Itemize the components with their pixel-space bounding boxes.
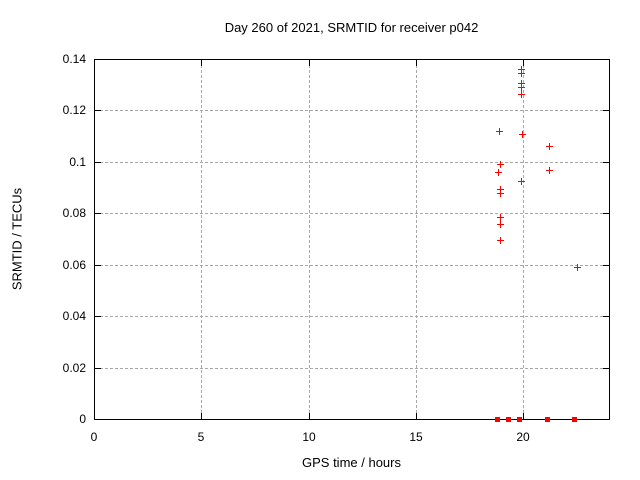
data-point-plus bbox=[497, 237, 504, 244]
plus-marker-bar bbox=[521, 84, 522, 91]
x-gridline bbox=[201, 60, 202, 418]
x-tick-label: 5 bbox=[197, 430, 205, 444]
data-point-plus bbox=[497, 186, 504, 193]
plus-marker-bar bbox=[500, 237, 501, 244]
x-tick-top bbox=[94, 60, 95, 66]
data-point-plus bbox=[574, 264, 581, 271]
plus-marker-bar bbox=[521, 66, 522, 73]
y-tick-left bbox=[95, 368, 101, 369]
plus-marker-bar bbox=[499, 128, 500, 135]
data-point-plus bbox=[497, 221, 504, 228]
data-point-plus bbox=[497, 161, 504, 168]
plus-marker-bar bbox=[521, 70, 522, 77]
x-gridline bbox=[416, 60, 417, 418]
plus-marker-bar bbox=[521, 178, 522, 185]
data-point-plus bbox=[518, 70, 525, 77]
x-gridline bbox=[309, 60, 310, 418]
y-gridline bbox=[95, 368, 608, 369]
data-point-plus bbox=[496, 128, 503, 135]
data-point-plus bbox=[519, 131, 526, 138]
x-tick-label: 10 bbox=[302, 430, 316, 444]
x-tick-top bbox=[416, 60, 417, 66]
x-tick-label: 15 bbox=[409, 430, 423, 444]
x-tick-top bbox=[523, 60, 524, 66]
plus-marker-bar bbox=[522, 131, 523, 138]
data-point-plus bbox=[495, 169, 502, 176]
y-tick-label: 0 bbox=[79, 412, 86, 426]
x-tick-bottom bbox=[94, 413, 95, 419]
y-tick-left bbox=[95, 213, 101, 214]
x-tick-top bbox=[201, 60, 202, 66]
data-point-plus bbox=[518, 84, 525, 91]
y-tick-left bbox=[95, 419, 101, 420]
chart-title: Day 260 of 2021, SRMTID for receiver p04… bbox=[224, 20, 479, 35]
y-axis-label: SRMTID / TECUs bbox=[9, 187, 25, 291]
y-tick-label: 0.14 bbox=[62, 52, 86, 66]
data-point-plus bbox=[518, 91, 525, 98]
plus-marker-bar bbox=[521, 91, 522, 98]
data-point-plus bbox=[497, 190, 504, 197]
data-point-plus bbox=[518, 80, 525, 87]
data-point-square bbox=[545, 417, 550, 422]
plus-marker-bar bbox=[500, 161, 501, 168]
y-tick-label: 0.02 bbox=[62, 361, 86, 375]
x-axis-label: GPS time / hours bbox=[302, 455, 401, 470]
y-tick-left bbox=[95, 59, 101, 60]
plus-marker-bar bbox=[500, 221, 501, 228]
plus-marker-bar bbox=[549, 167, 550, 174]
x-tick-bottom bbox=[201, 413, 202, 419]
y-tick-label: 0.1 bbox=[69, 155, 86, 169]
y-tick-label: 0.04 bbox=[62, 309, 86, 323]
data-point-square bbox=[495, 417, 500, 422]
x-tick-bottom bbox=[523, 413, 524, 419]
data-point-plus bbox=[546, 143, 553, 150]
data-point-square bbox=[517, 417, 522, 422]
y-tick-right bbox=[603, 59, 609, 60]
plot-area bbox=[94, 59, 610, 420]
data-point-plus bbox=[497, 214, 504, 221]
y-tick-right bbox=[603, 162, 609, 163]
y-gridline bbox=[95, 162, 608, 163]
data-point-square bbox=[572, 417, 577, 422]
y-tick-right bbox=[603, 265, 609, 266]
plus-marker-bar bbox=[498, 169, 499, 176]
plus-marker-bar bbox=[521, 80, 522, 87]
plus-marker-bar bbox=[577, 264, 578, 271]
x-gridline bbox=[523, 60, 524, 418]
y-tick-right bbox=[603, 316, 609, 317]
y-tick-right bbox=[603, 419, 609, 420]
data-point-plus bbox=[546, 167, 553, 174]
y-gridline bbox=[95, 110, 608, 111]
y-tick-label: 0.12 bbox=[62, 103, 86, 117]
x-tick-bottom bbox=[416, 413, 417, 419]
y-gridline bbox=[95, 316, 608, 317]
plus-marker-bar bbox=[500, 186, 501, 193]
x-tick-label: 20 bbox=[516, 430, 530, 444]
y-tick-right bbox=[603, 110, 609, 111]
plus-marker-bar bbox=[500, 190, 501, 197]
x-tick-bottom bbox=[309, 413, 310, 419]
y-tick-left bbox=[95, 316, 101, 317]
x-tick-top bbox=[309, 60, 310, 66]
y-tick-right bbox=[603, 213, 609, 214]
x-tick-label: 0 bbox=[90, 430, 98, 444]
y-tick-left bbox=[95, 265, 101, 266]
plus-marker-bar bbox=[500, 214, 501, 221]
y-tick-left bbox=[95, 162, 101, 163]
data-point-plus bbox=[518, 178, 525, 185]
y-tick-label: 0.08 bbox=[62, 206, 86, 220]
y-tick-label: 0.06 bbox=[62, 258, 86, 272]
y-tick-right bbox=[603, 368, 609, 369]
plus-marker-bar bbox=[549, 143, 550, 150]
y-gridline bbox=[95, 265, 608, 266]
y-gridline bbox=[95, 213, 608, 214]
data-point-square bbox=[506, 417, 511, 422]
data-point-plus bbox=[518, 66, 525, 73]
y-tick-left bbox=[95, 110, 101, 111]
